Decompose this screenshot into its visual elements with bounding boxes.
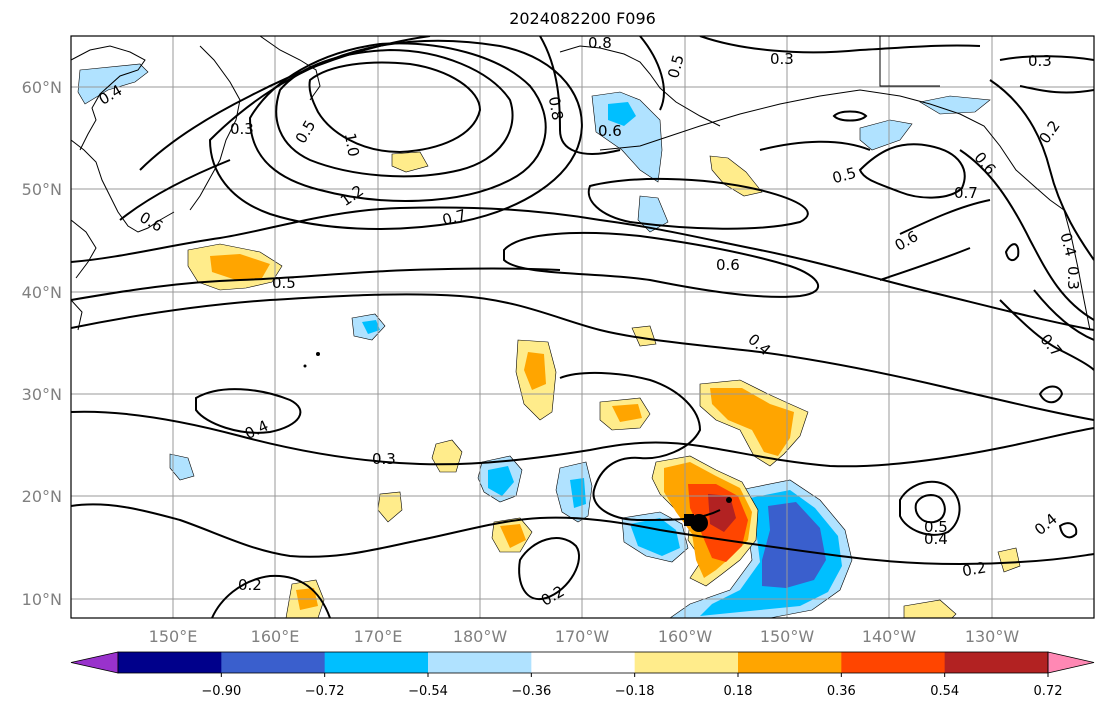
lon-tick-label: 150°W [760, 627, 815, 646]
lon-tick-label: 150°E [149, 627, 198, 646]
contour-label: 0.5 [830, 164, 858, 188]
contour-label: 0.5 [924, 518, 948, 536]
lat-tick-label: 50°N [22, 180, 62, 199]
contour-label: 0.3 [770, 50, 794, 68]
contour-label: 0.6 [136, 208, 166, 236]
neg-fill-patch [608, 102, 636, 126]
lon-tick-label: 130°W [965, 627, 1020, 646]
pos-fill-patch [708, 494, 736, 532]
lon-tick-label: 170°W [555, 627, 610, 646]
contour-label: 0.2 [961, 558, 988, 580]
coastlines [71, 36, 1094, 331]
pos-fill-patch [709, 155, 763, 197]
contour-label: 0.6 [892, 227, 922, 255]
neg-fill-patch [169, 453, 195, 481]
contour-label: 0.2 [538, 582, 568, 610]
neg-fill-patch [762, 502, 826, 588]
neg-fill-patch [859, 119, 913, 151]
lon-tick-label: 140°W [862, 627, 917, 646]
anomaly-fill-layer [77, 63, 1021, 618]
pos-fill-patch [612, 404, 642, 422]
contour-label: 0.5 [292, 117, 320, 147]
contour-label: 0.5 [664, 53, 688, 81]
lat-tick-label: 60°N [22, 78, 62, 97]
neg-fill-patch [488, 466, 514, 496]
contour-label: 0.4 [744, 330, 774, 359]
contour-label: 0.4 [924, 530, 948, 548]
contour-label: 0.6 [598, 122, 622, 140]
latitude-axis: 60°N 50°N 40°N 30°N 20°N 10°N [22, 78, 62, 609]
contour-label: 0.8 [588, 34, 612, 52]
pos-fill-patch [500, 524, 526, 548]
contour-label: 0.2 [1035, 117, 1063, 147]
contour-label-layer: 0.8 0.5 0.3 0.3 0.4 0.3 0.5 1.0 0.8 0.6 … [96, 34, 1082, 610]
pos-fill-patch [391, 151, 429, 173]
pos-fill-patch [431, 439, 463, 473]
lat-tick-label: 30°N [22, 385, 62, 404]
pos-fill-patch [710, 388, 794, 456]
contour-label: 0.4 [1031, 510, 1061, 539]
contour-label: 0.3 [372, 450, 396, 468]
contour-label: 0.4 [1056, 231, 1080, 259]
lon-tick-label: 160°W [658, 627, 713, 646]
lon-tick-label: 180°W [453, 627, 508, 646]
contour-label: 0.3 [1028, 52, 1052, 70]
pos-fill-patch [631, 325, 657, 347]
contour-label: 0.4 [242, 417, 271, 443]
lon-tick-label: 160°E [251, 627, 300, 646]
pos-fill-patch [903, 599, 957, 618]
pos-fill-patch [524, 352, 546, 390]
lat-tick-label: 10°N [22, 590, 62, 609]
neg-fill-patch [362, 320, 380, 334]
neg-fill-patch [919, 95, 991, 115]
lat-tick-label: 40°N [22, 283, 62, 302]
contour-label: 0.5 [272, 274, 296, 292]
pos-fill-patch [997, 547, 1021, 573]
contour-lines [71, 36, 1094, 618]
contour-label: 0.8 [545, 95, 567, 122]
contour-label: 0.6 [970, 148, 999, 178]
lon-tick-label: 170°E [354, 627, 403, 646]
contour-label: 1.0 [341, 131, 363, 158]
contour-label: 0.6 [716, 256, 740, 274]
lat-tick-label: 20°N [22, 487, 62, 506]
contour-label: 0.7 [954, 184, 978, 202]
contour-label: 0.7 [1036, 330, 1065, 360]
map-frame [70, 35, 1095, 619]
contour-label: 1.2 [337, 181, 367, 209]
plot-title: 2024082200 F096 [509, 9, 656, 28]
contour-label: 0.7 [440, 206, 468, 230]
contour-label: 0.3 [230, 120, 254, 138]
longitude-axis: 150°E 160°E 170°E 180°W 170°W 160°W 150°… [149, 627, 1020, 646]
contour-label: 0.3 [1064, 266, 1082, 290]
contour-label: 0.2 [238, 576, 262, 594]
pos-fill-patch [210, 254, 270, 280]
